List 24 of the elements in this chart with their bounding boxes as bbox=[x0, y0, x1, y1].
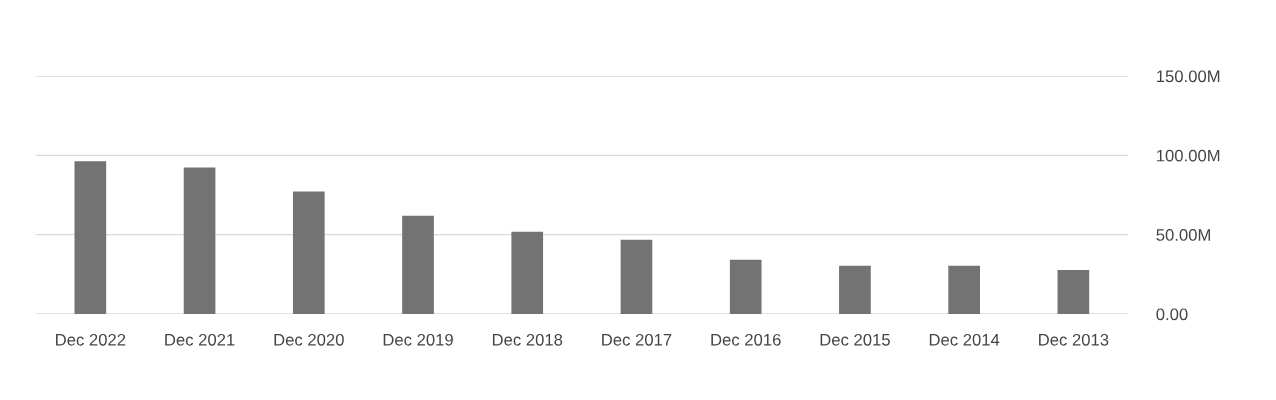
y-tick-label: 0.00 bbox=[1156, 308, 1188, 321]
x-tick-label: Dec 2015 bbox=[820, 333, 890, 346]
y-tick-label: 150.00M bbox=[1157, 70, 1220, 83]
y-tick-label: 100.00M bbox=[1157, 149, 1220, 162]
bar bbox=[729, 259, 762, 314]
x-tick-label: Dec 2022 bbox=[56, 333, 126, 346]
bar bbox=[402, 215, 434, 314]
x-tick-label: Dec 2017 bbox=[602, 333, 672, 346]
bar bbox=[74, 161, 107, 314]
x-tick-label: Dec 2021 bbox=[165, 333, 235, 346]
bar bbox=[183, 167, 216, 314]
y-tick-label: 50.00M bbox=[1156, 229, 1210, 241]
x-tick-label: Dec 2020 bbox=[274, 333, 344, 346]
bar bbox=[292, 191, 325, 314]
bar bbox=[839, 265, 871, 314]
x-tick-label: Dec 2018 bbox=[492, 333, 563, 346]
x-tick-label: Dec 2016 bbox=[711, 333, 781, 346]
bar bbox=[948, 265, 980, 314]
bar bbox=[620, 239, 653, 314]
x-tick-label: Dec 2014 bbox=[929, 333, 1000, 346]
bar bbox=[511, 231, 544, 314]
bar bbox=[1057, 269, 1090, 314]
x-tick-label: Dec 2019 bbox=[383, 333, 453, 346]
x-tick-label: Dec 2013 bbox=[1039, 333, 1109, 346]
